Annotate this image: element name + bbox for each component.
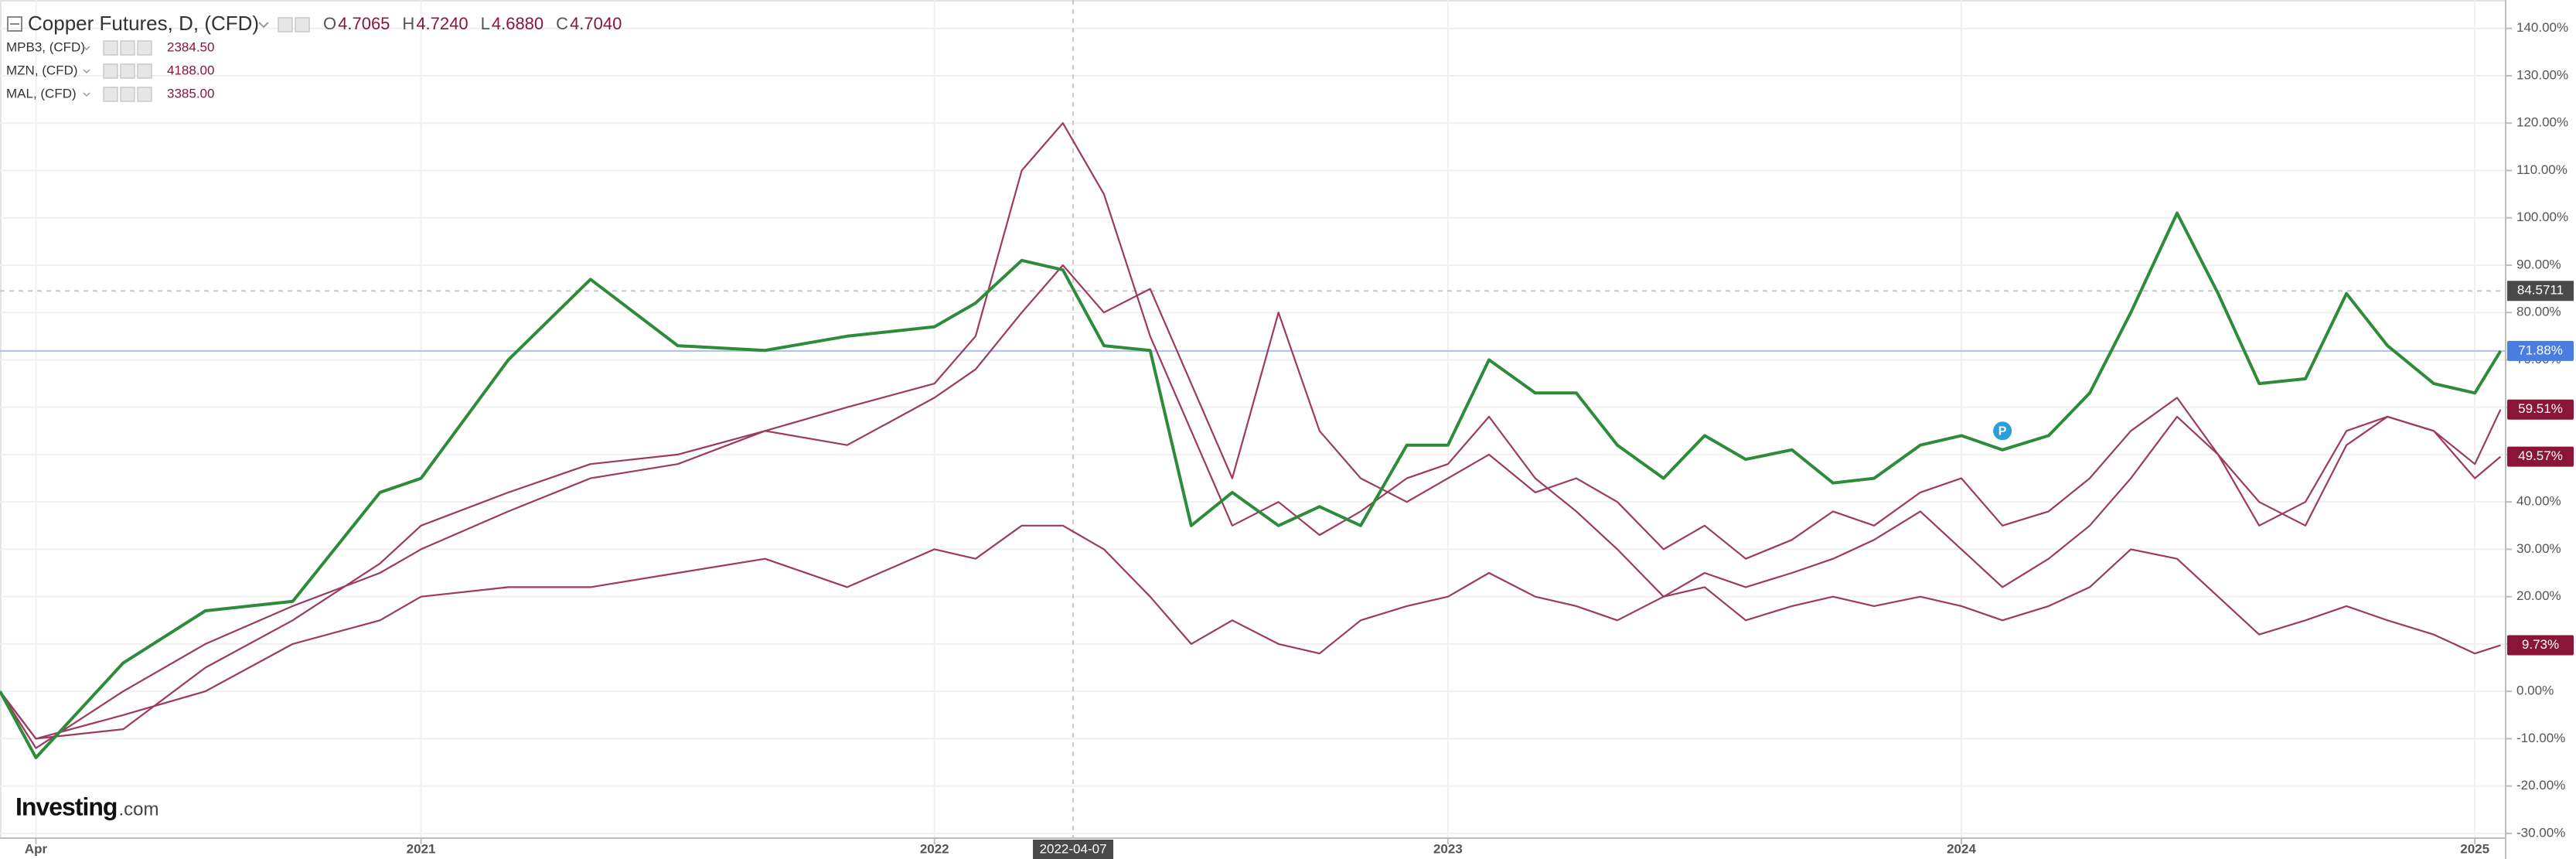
last-value-label: 71.88% [2518,343,2563,357]
y-tick-label: -30.00% [2516,825,2565,840]
ohlc-key: H [402,14,414,33]
remove-icon[interactable] [137,87,152,102]
y-tick-label: 20.00% [2516,588,2561,603]
plot-area: P [0,122,2503,759]
legend: Copper Futures, D, (CFD) O 4.7065 H 4.7240 L 4… [6,12,622,102]
grid [0,0,2506,838]
ohlc-value: 4.7240 [416,14,468,33]
compare-symbol: MAL, (CFD) [6,86,77,101]
logo-brand: Investing [15,793,117,820]
y-tick-label: -20.00% [2516,778,2565,793]
crosshair-y-label: 84.5711 [2517,283,2564,298]
dropdown-caret[interactable] [83,46,90,51]
crosshair-x-label: 2022-04-07 [1040,841,1107,856]
x-tick-label: 2021 [407,841,436,856]
ohlc-value: 4.7040 [570,14,622,33]
last-value-badge [2507,340,2574,361]
settings-icon[interactable] [103,87,118,102]
symbol-title: Copper Futures, D, (CFD) [28,12,259,35]
y-tick-label: -10.00% [2516,731,2565,745]
collapse-icon[interactable] [7,16,22,32]
ohlc-value: 4.7065 [338,14,390,33]
event-marker[interactable] [1992,420,2014,442]
last-value-label: 9.73% [2522,637,2559,652]
x-tick-label: 2023 [1433,841,1463,856]
compare-price: 2384.50 [167,39,214,54]
remove-icon[interactable] [137,63,152,79]
crosshair-x-badge [1033,840,1114,859]
compare-symbol: MPB3, (CFD) [6,39,85,54]
visibility-icon[interactable] [295,17,310,32]
visibility-icon[interactable] [120,40,135,56]
settings-icon[interactable] [103,40,118,56]
axes: -30.00%-20.00%-10.00%0.00%10.00%20.00%30… [25,20,2574,859]
ohlc-key: L [481,14,490,33]
comparison-line [0,524,2501,740]
remove-icon[interactable] [137,40,152,56]
x-tick-label: Apr [25,841,48,856]
y-tick-label: 100.00% [2516,210,2568,224]
dropdown-caret[interactable] [83,69,90,74]
ohlc-key: O [323,14,336,33]
compare-symbol: MZN, (CFD) [6,63,78,77]
logo-suffix: .com [118,799,158,820]
dropdown-caret[interactable] [258,22,269,29]
last-value-badge [2507,446,2574,467]
y-tick-label: 0.00% [2516,683,2554,698]
ohlc-key: C [556,14,568,33]
comparison-line [0,264,2502,749]
y-tick-label: 30.00% [2516,541,2561,556]
comparison-line [0,122,2502,740]
main-series-line [0,211,2503,759]
x-tick-label: 2022 [920,841,949,856]
last-value-label: 49.57% [2518,448,2563,463]
settings-icon[interactable] [278,17,293,32]
y-tick-label: 90.00% [2516,257,2561,271]
event-marker-label: P [1998,425,2007,438]
dropdown-caret[interactable] [83,92,90,97]
last-value-badge [2507,399,2574,420]
y-tick-label: 110.00% [2516,162,2567,177]
compare-price: 4188.00 [167,63,214,77]
ohlc-value: 4.6880 [492,14,543,33]
y-tick-label: 130.00% [2516,67,2568,82]
crosshair-y-badge [2507,281,2574,302]
last-value-badge [2507,635,2574,656]
x-tick-label: 2024 [1947,841,1976,856]
y-tick-label: 120.00% [2516,115,2568,130]
visibility-icon[interactable] [120,87,135,102]
y-tick-label: 140.00% [2516,20,2568,35]
last-value-label: 59.51% [2518,401,2563,416]
y-tick-label: 40.00% [2516,494,2561,509]
compare-price: 3385.00 [167,86,214,101]
visibility-icon[interactable] [120,63,135,79]
x-tick-label: 2025 [2460,841,2489,856]
settings-icon[interactable] [103,63,118,79]
y-tick-label: 80.00% [2516,305,2561,319]
